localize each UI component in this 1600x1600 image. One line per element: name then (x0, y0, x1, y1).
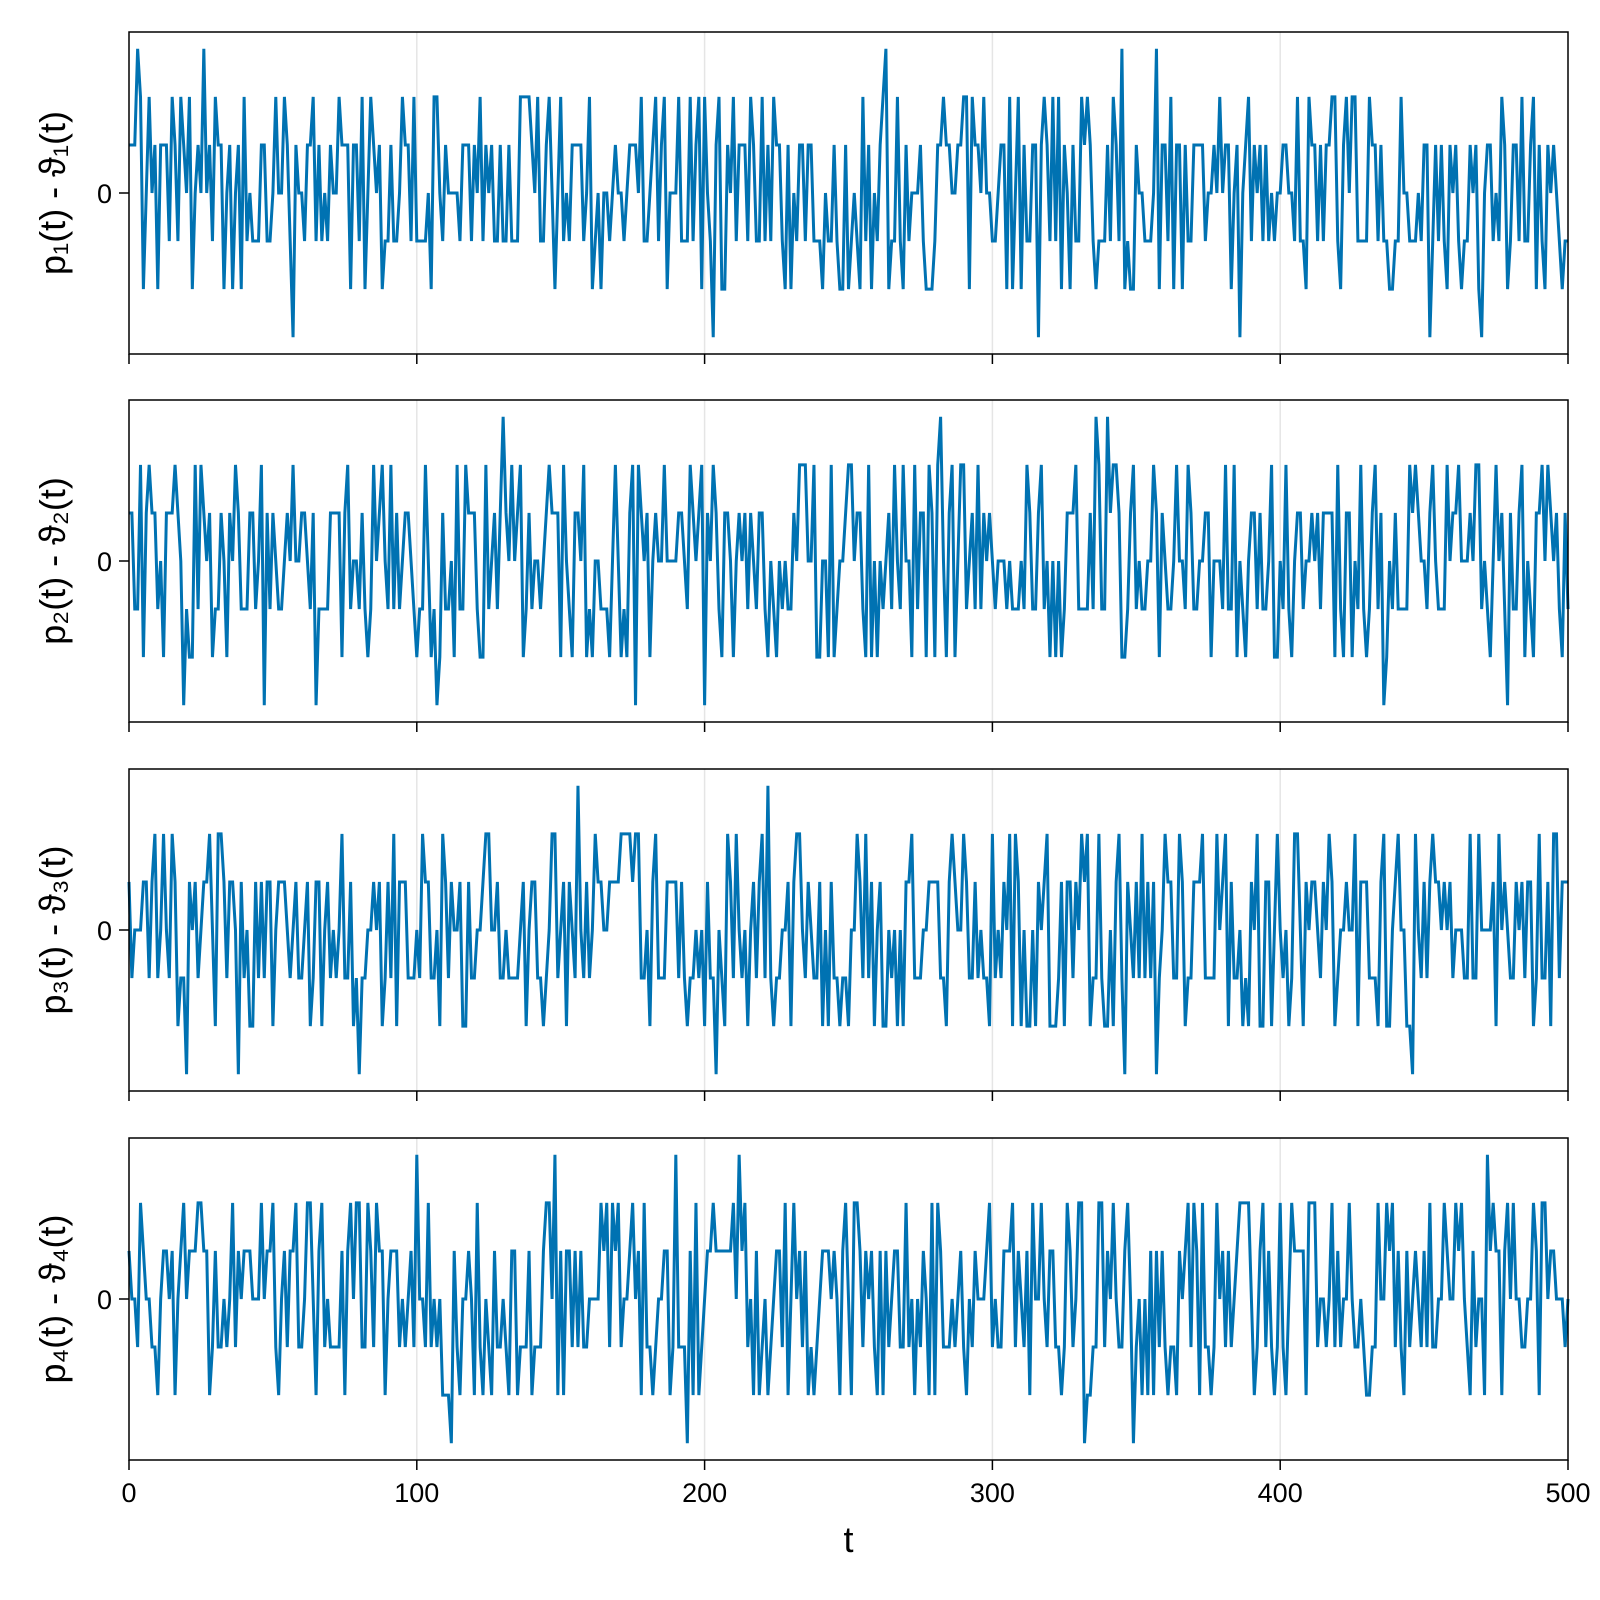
x-axis: 0 100 200 300 400 500 (121, 1478, 1590, 1508)
y-axis-label-2: p₂(t) - ϑ₂(t) (32, 477, 73, 645)
series-line-2 (129, 416, 1570, 706)
x-axis-label: t (843, 1519, 853, 1560)
x-tick-label-300: 300 (970, 1478, 1015, 1508)
y-tick-label-4-0: 0 (97, 1285, 112, 1315)
series-line-3 (127, 785, 1568, 1075)
y-axis-label-4: p₄(t) - ϑ₄(t) (32, 1214, 73, 1383)
panel-2: 0 p₂(t) - ϑ₂(t) (32, 399, 1570, 732)
x-tick-label-400: 400 (1258, 1478, 1303, 1508)
panel-1: 0 p₁(t) - ϑ₁(t) (32, 31, 1569, 364)
x-tick-label-200: 200 (682, 1478, 727, 1508)
y-axis-label-3: p₃(t) - ϑ₃(t) (32, 846, 73, 1015)
panels: 0 p₁(t) - ϑ₁(t) 0 p₂(t) - ϑ₂(t) 0 p₃(t) - ϑ₃(… (32, 31, 1570, 1470)
y-tick-label-2-0: 0 (97, 547, 112, 577)
y-axis-label-1: p₁(t) - ϑ₁(t) (32, 111, 73, 275)
x-tick-label-500: 500 (1545, 1478, 1590, 1508)
y-tick-label-3-0: 0 (97, 916, 112, 946)
y-tick-label-1-0: 0 (97, 179, 112, 209)
x-tick-label-100: 100 (394, 1478, 439, 1508)
panel-3: 0 p₃(t) - ϑ₃(t) (32, 768, 1569, 1101)
series-line-4 (127, 1154, 1570, 1444)
x-tick-label-0: 0 (121, 1478, 136, 1508)
panel-4: 0 p₄(t) - ϑ₄(t) (32, 1137, 1570, 1470)
series-line-1 (129, 48, 1568, 338)
